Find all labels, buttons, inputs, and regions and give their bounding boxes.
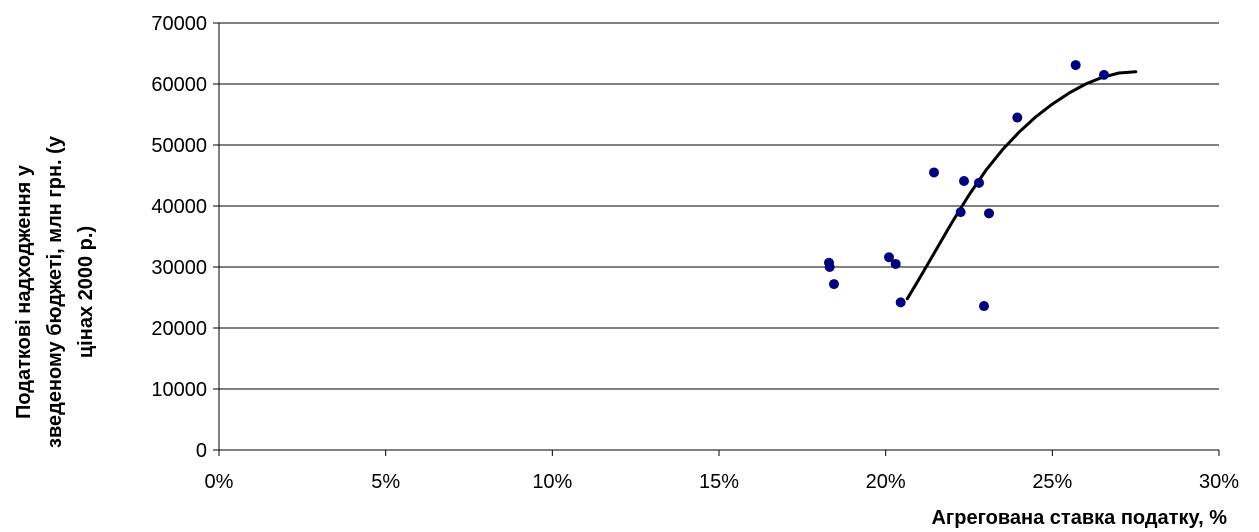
data-point [1099,69,1109,80]
trend-line [905,70,1138,301]
y-tick-label: 20000 [151,318,207,340]
y-tick-label: 30000 [151,257,207,279]
y-tick-label: 60000 [151,74,207,96]
points-layer [824,60,1109,312]
x-tick-label: 5% [371,471,400,493]
data-point [895,297,906,308]
trend-layer [905,70,1138,301]
x-tick-label: 10% [532,471,572,493]
x-tick-labels: 0% 5% 10% 15% 20% 25% 30% [205,471,1240,493]
data-point [1012,112,1023,123]
y-axis-title-line-3: цінах 2000 р.) [75,226,97,358]
y-axis-title-line-1: Податкові надходження у [13,164,35,419]
y-tick-label: 40000 [151,196,207,218]
data-point [1070,60,1081,71]
data-point [959,175,969,186]
y-tick-label: 50000 [151,135,207,157]
y-tick-label: 10000 [151,379,207,401]
data-point [824,262,835,272]
x-tick-label: 20% [866,471,906,493]
y-axis-title-line-2: зведеному бюджеті, млн грн. (у [44,135,66,448]
x-tick-label: 15% [699,471,739,493]
data-point [955,207,966,218]
data-point [929,167,939,178]
x-tick-label: 25% [1032,471,1072,493]
y-tick-labels: 0 10000 20000 30000 40000 50000 60000 70000 [151,13,207,462]
axes [213,22,1220,456]
data-point [890,258,901,269]
data-point [979,301,989,312]
data-point [974,177,984,188]
x-tick-label: 30% [1199,471,1239,493]
gridlines [219,22,1219,390]
data-point [984,208,994,219]
data-point [884,252,894,263]
y-tick-label: 0 [196,440,207,462]
y-axis-title: Податкові надходження у зведеному бюджет… [13,135,97,448]
y-tick-label: 70000 [151,13,207,35]
data-point [829,279,839,290]
x-axis-title: Агрегована ставка податку, % [931,507,1227,529]
x-tick-label: 0% [205,471,234,493]
